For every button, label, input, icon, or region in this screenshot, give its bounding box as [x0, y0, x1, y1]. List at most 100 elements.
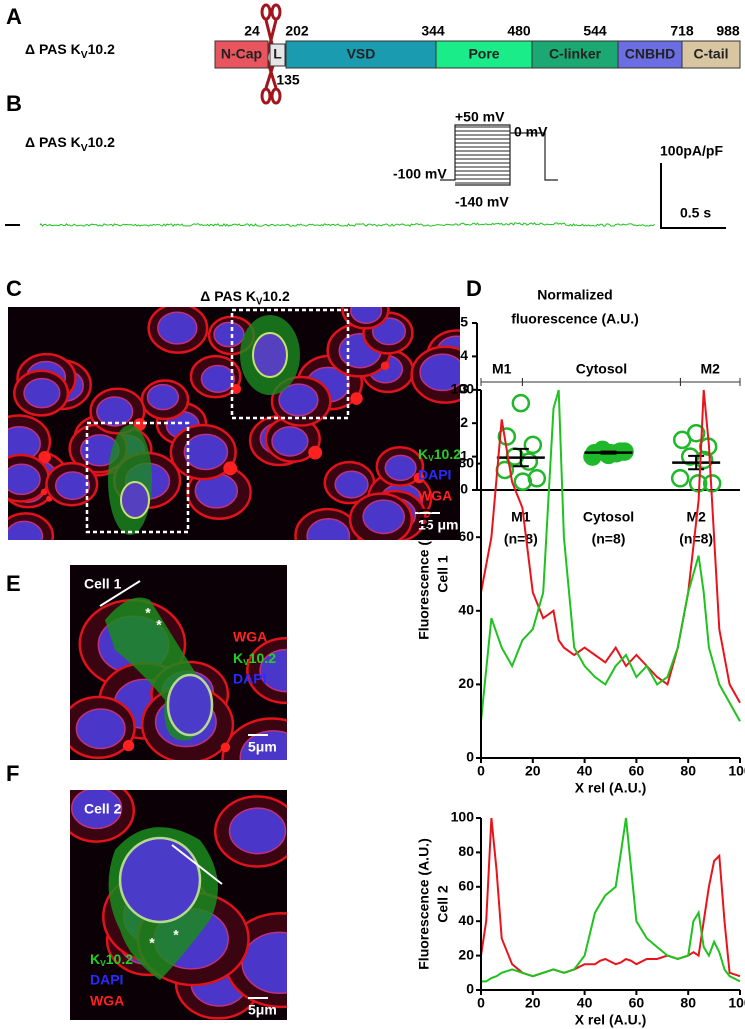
channel-label: KV10.2	[233, 650, 276, 667]
position-label: 135	[276, 72, 300, 88]
nucleus	[259, 648, 287, 693]
wga-spot	[350, 392, 363, 405]
domain-label: C-linker	[549, 46, 602, 62]
cell-label: Cell 1	[84, 576, 122, 592]
domain-label: N-Cap	[221, 46, 262, 62]
nucleus	[146, 383, 180, 411]
nucleus	[213, 321, 245, 348]
panel-letter: D	[466, 276, 482, 301]
voltage-label: -100 mV	[393, 166, 447, 182]
wga-spot	[413, 472, 425, 484]
channel-label: WGA	[418, 488, 452, 504]
nucleus	[96, 396, 134, 427]
wga-spot	[308, 445, 323, 460]
nucleus	[54, 471, 91, 501]
position-label: 24	[244, 23, 260, 39]
nucleus	[8, 520, 44, 540]
scale-label: 100pA/pF	[660, 143, 723, 159]
position-label: 718	[670, 23, 694, 39]
channel-label: DAPI	[418, 467, 451, 483]
label-part: 10.2	[88, 41, 115, 57]
x-tick-label: 0	[477, 763, 485, 779]
nucleus	[239, 730, 287, 760]
data-point	[583, 447, 602, 466]
position-label: 202	[285, 23, 309, 39]
scale-label: 0.5 s	[680, 205, 711, 221]
nucleus	[166, 673, 214, 737]
nucleus	[118, 836, 202, 924]
nucleus	[75, 708, 126, 750]
position-label: 544	[583, 23, 607, 39]
y-tick-label: 5	[460, 314, 468, 330]
construct-label: Δ PAS KV10.2	[25, 41, 115, 61]
x-tick-label: 100	[728, 995, 745, 1011]
label-part: 10.2	[88, 134, 115, 150]
nucleus	[278, 383, 319, 417]
label-part: K	[90, 951, 100, 967]
label-part: Δ PAS K	[200, 288, 256, 304]
label-part: Δ PAS K	[25, 41, 81, 57]
x-tick-label: (n=8)	[592, 531, 626, 547]
nucleus	[241, 931, 287, 995]
nucleus	[8, 463, 41, 496]
voltage-label: -140 mV	[455, 194, 509, 210]
data-line	[480, 389, 741, 722]
nucleus	[306, 518, 351, 540]
region-label: M2	[700, 361, 720, 377]
channel-label: DAPI	[233, 671, 266, 687]
panel-letter: E	[6, 571, 21, 596]
y-tick-label: 80	[458, 454, 474, 470]
nucleus	[252, 332, 288, 378]
channel-label: KV10.2	[418, 446, 461, 463]
label-part: 10.2	[249, 650, 276, 666]
line-scan	[171, 844, 223, 885]
domain-label: C-tail	[694, 46, 729, 62]
y-tick-label: 80	[458, 843, 474, 859]
line-scan	[99, 580, 141, 607]
wga-spot	[223, 461, 238, 476]
transfected-cell	[108, 425, 152, 535]
x-tick-label: 40	[577, 995, 593, 1011]
domain-box	[681, 40, 741, 69]
y-tick-label: 40	[458, 912, 474, 928]
nucleus	[334, 470, 369, 499]
y-axis-label: Fluorescence (A.U.)	[416, 508, 432, 639]
data-point	[511, 393, 531, 413]
x-tick-label: 20	[525, 995, 541, 1011]
wga-spot	[40, 488, 48, 496]
x-tick-label: (n=8)	[504, 531, 538, 547]
label-subscript: V	[81, 143, 88, 154]
nucleus	[228, 807, 287, 855]
asterisk: *	[173, 927, 179, 943]
position-label: 988	[716, 23, 740, 39]
nucleus	[200, 364, 236, 393]
label-part: K	[233, 650, 243, 666]
domain-label: VSD	[347, 46, 376, 62]
label-part: 10.2	[262, 288, 289, 304]
wga-spot	[42, 544, 54, 556]
y-tick-label: 2	[460, 414, 468, 430]
wga-spot	[38, 450, 51, 464]
y-tick-label: 0	[466, 749, 474, 765]
panel-letter: F	[6, 761, 19, 786]
chart-title: Normalized	[537, 287, 612, 303]
label-part: K	[418, 446, 428, 462]
channel-label: KV10.2	[90, 951, 133, 968]
label-subscript: V	[100, 958, 106, 968]
y-axis-label: Fluorescence (A.U.)	[416, 838, 432, 969]
roi-box	[230, 308, 350, 420]
y-tick-label: 0	[466, 981, 474, 997]
panel-letter: C	[6, 276, 22, 301]
wga-spot	[220, 742, 231, 753]
panel-letter: A	[6, 4, 22, 29]
roi-box	[85, 421, 190, 534]
x-tick-label: 80	[680, 995, 696, 1011]
x-tick-label: (n=8)	[679, 531, 713, 547]
scale-label: 5μm	[248, 739, 277, 755]
domain-box	[214, 40, 269, 69]
y-axis-label: Cell 2	[435, 885, 451, 923]
x-tick-label: 0	[477, 995, 485, 1011]
label-subscript: V	[81, 50, 88, 61]
x-axis-label: X rel (A.U.)	[575, 780, 647, 796]
